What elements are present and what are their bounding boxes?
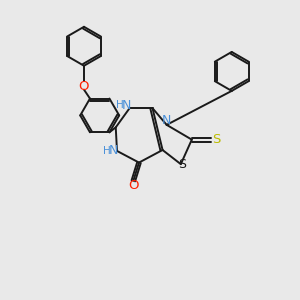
- Text: O: O: [79, 80, 89, 93]
- Text: H: H: [103, 146, 111, 156]
- Text: H: H: [116, 100, 123, 110]
- Text: S: S: [178, 158, 186, 171]
- Text: N: N: [122, 99, 131, 112]
- Text: S: S: [212, 133, 220, 146]
- Text: O: O: [128, 179, 139, 192]
- Text: N: N: [162, 114, 171, 127]
- Text: N: N: [109, 144, 119, 158]
